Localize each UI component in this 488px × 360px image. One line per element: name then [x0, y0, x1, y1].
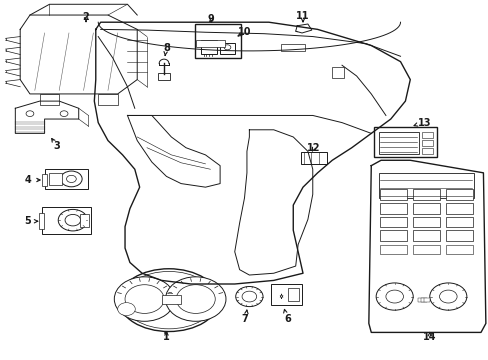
Bar: [412, 189, 439, 200]
Bar: [80, 214, 89, 226]
Bar: [378, 173, 473, 198]
Bar: [421, 132, 432, 138]
Bar: [379, 217, 406, 227]
Bar: [421, 140, 432, 146]
Text: 4: 4: [24, 175, 31, 185]
Bar: [421, 148, 432, 154]
Bar: [42, 174, 47, 186]
Bar: [446, 203, 472, 214]
Circle shape: [61, 171, 82, 187]
Bar: [379, 230, 406, 241]
Bar: [446, 230, 472, 241]
Text: 9: 9: [207, 14, 214, 24]
Bar: [417, 298, 423, 302]
Circle shape: [429, 283, 466, 310]
Bar: [49, 173, 61, 185]
Bar: [331, 67, 344, 78]
Bar: [379, 203, 406, 214]
Bar: [39, 213, 43, 229]
Circle shape: [58, 210, 87, 231]
Text: 10: 10: [237, 27, 251, 37]
Bar: [379, 189, 406, 200]
Bar: [195, 40, 224, 47]
Circle shape: [60, 111, 68, 117]
Bar: [271, 284, 301, 305]
Circle shape: [176, 285, 215, 314]
Circle shape: [375, 283, 412, 310]
Ellipse shape: [119, 269, 219, 332]
Bar: [423, 298, 429, 302]
Bar: [373, 127, 436, 157]
Circle shape: [118, 303, 135, 316]
Bar: [446, 217, 472, 227]
Bar: [44, 169, 88, 189]
Bar: [379, 244, 406, 253]
Text: 8: 8: [163, 43, 169, 53]
Circle shape: [114, 277, 174, 321]
Bar: [281, 44, 305, 50]
Bar: [446, 189, 472, 200]
Bar: [98, 94, 118, 105]
Text: 14: 14: [422, 332, 436, 342]
Text: 1: 1: [163, 332, 169, 342]
Text: 11: 11: [296, 11, 309, 21]
Bar: [412, 230, 439, 241]
Bar: [412, 203, 439, 214]
Bar: [446, 244, 472, 253]
Circle shape: [65, 215, 81, 226]
Circle shape: [66, 175, 76, 183]
Bar: [288, 288, 299, 301]
Circle shape: [165, 277, 225, 321]
Text: 13: 13: [417, 118, 431, 128]
Circle shape: [235, 287, 263, 307]
Text: 3: 3: [53, 141, 60, 151]
Bar: [200, 40, 216, 54]
Text: 2: 2: [82, 12, 89, 22]
Bar: [300, 152, 327, 164]
Bar: [42, 207, 91, 234]
Text: 6: 6: [284, 314, 290, 324]
Circle shape: [224, 45, 230, 50]
Bar: [40, 94, 59, 105]
Text: 7: 7: [241, 314, 247, 324]
Bar: [220, 43, 234, 54]
Circle shape: [242, 291, 256, 302]
Circle shape: [385, 290, 403, 303]
Bar: [158, 73, 169, 80]
Bar: [161, 295, 181, 304]
Circle shape: [125, 285, 163, 314]
Ellipse shape: [122, 271, 215, 329]
Bar: [194, 24, 241, 58]
Bar: [412, 244, 439, 253]
Bar: [420, 298, 426, 302]
Bar: [412, 217, 439, 227]
Bar: [378, 132, 418, 154]
Circle shape: [439, 290, 456, 303]
Text: 5: 5: [24, 216, 31, 226]
Circle shape: [26, 111, 34, 117]
Text: 12: 12: [306, 143, 320, 153]
